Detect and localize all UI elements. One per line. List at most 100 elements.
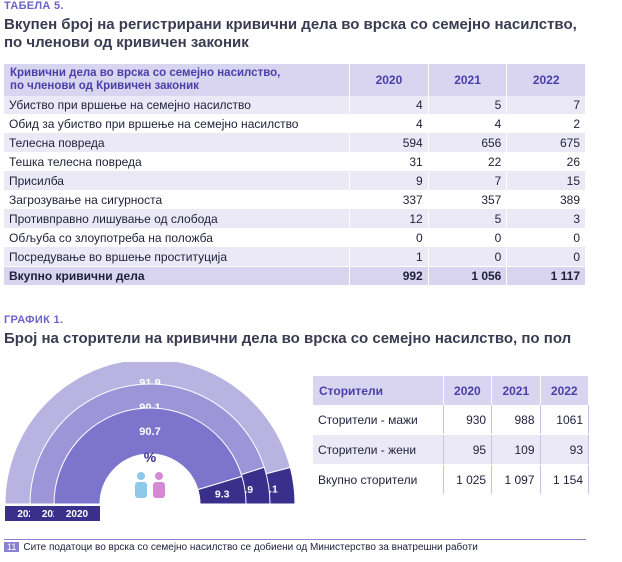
table-total-row: Вкупно кривични дела 992 1 056 1 117: [4, 266, 586, 286]
header-offence-label: Кривични дела во врска со семејно насилс…: [4, 64, 351, 96]
row-value: 0: [349, 228, 429, 248]
header-label-line1: Кривични дела во врска со семејно насилс…: [10, 67, 281, 79]
row-value: 656: [428, 133, 508, 153]
row-value: 1 025: [443, 464, 493, 495]
row-value: 675: [506, 133, 586, 153]
row-value: 4: [428, 114, 508, 134]
row-value: 5: [428, 209, 508, 229]
row-value: 337: [349, 190, 429, 210]
table-header-row: Кривични дела во врска со семејно насилс…: [4, 64, 586, 96]
row-value: 2: [506, 114, 586, 134]
row-value: 109: [491, 434, 541, 465]
row-value: 0: [506, 228, 586, 248]
row-label: Убиство при вршење на семејно насилство: [4, 96, 351, 115]
graph-title: Број на сторители на кривични дела во вр…: [4, 330, 572, 347]
row-label: Обљуба со злоупотреба на положба: [4, 228, 351, 248]
table-row: Обљуба со злоупотреба на положба 0 0 0: [4, 228, 586, 248]
row-value: 0: [506, 247, 586, 267]
pie-slice-male: [53, 407, 243, 505]
row-label: Загрозување на сигурноста: [4, 190, 351, 210]
total-label: Вкупно кривични дела: [4, 266, 351, 286]
row-value: 4: [349, 114, 429, 134]
row-value: 1 097: [491, 464, 541, 495]
row-value: 0: [428, 228, 508, 248]
row-value: 93: [540, 434, 590, 465]
table-row: Убиство при вршење на семејно насилство 4…: [4, 96, 586, 115]
header-year: 2020: [443, 376, 493, 405]
table-row: Посредување во вршење проституција 1 0 0: [4, 247, 586, 267]
row-value: 12: [349, 209, 429, 229]
row-label: Присилба: [4, 171, 351, 191]
percent-symbol: %: [144, 449, 157, 465]
row-value: 357: [428, 190, 508, 210]
row-value: 7: [428, 171, 508, 191]
row-value: 594: [349, 133, 429, 153]
table-row: Телесна повреда 594 656 675: [4, 133, 586, 153]
row-value: 389: [506, 190, 586, 210]
row-value: 5: [428, 96, 508, 115]
data-label: 90.7: [139, 426, 160, 438]
header-year: 2022: [540, 376, 590, 405]
violence-offences-table: Кривични дела во врска со семејно насилс…: [4, 64, 586, 286]
row-label: Сторители - жени: [313, 434, 444, 465]
perpetrators-table: Сторители 2020 2021 2022 Сторители - маж…: [313, 376, 590, 495]
tick-label: 2022: [17, 509, 40, 520]
header-year: 2020: [349, 64, 429, 96]
total-value: 1 117: [506, 266, 586, 286]
header-perpetrators: Сторители: [313, 376, 444, 405]
table-row: Тешка телесна повреда 31 22 26: [4, 152, 586, 172]
row-value: 31: [349, 152, 429, 172]
table-row: Сторители - мажи 930 988 1061: [313, 405, 590, 435]
row-label: Тешка телесна повреда: [4, 152, 351, 172]
tick-label: 2021: [42, 509, 65, 520]
data-label: 9.3: [215, 488, 230, 500]
row-value: 0: [428, 247, 508, 267]
row-value: 988: [491, 405, 541, 435]
table-row: Загрозување на сигурноста 337 357 389: [4, 190, 586, 210]
header-year: 2022: [506, 64, 586, 96]
year-tag: [54, 506, 100, 521]
footnote: 11 Сите податоци во врска со семејно наси…: [4, 539, 586, 553]
row-label: Противправно лишување од слобода: [4, 209, 351, 229]
row-value: 3: [506, 209, 586, 229]
row-value: 9: [349, 171, 429, 191]
row-value: 22: [428, 152, 508, 172]
table-title: Вкупен број на регистрирани кривични дел…: [4, 16, 577, 52]
table-row: Присилба 9 7 15: [4, 171, 586, 191]
table-row: Сторители - жени 95 109 93: [313, 434, 590, 465]
row-value: 1061: [540, 405, 590, 435]
row-value: 26: [506, 152, 586, 172]
row-value: 4: [349, 96, 429, 115]
table-label: ТАБЕЛА 5.: [4, 0, 64, 12]
row-label: Сторители - мажи: [313, 405, 444, 435]
header-year: 2021: [428, 64, 508, 96]
total-value: 1 056: [428, 266, 508, 286]
female-person-icon: [155, 472, 163, 480]
row-value: 7: [506, 96, 586, 115]
table-title-line1: Вкупен број на регистрирани кривични дел…: [4, 16, 577, 33]
row-label: Посредување во вршење проституција: [4, 247, 351, 267]
row-value: 1: [349, 247, 429, 267]
pie-slice-female: [197, 475, 247, 505]
table-row: Обид за убиство при вршење на семејно на…: [4, 114, 586, 134]
table-row: Вкупно сторители 1 025 1 097 1 154: [313, 464, 590, 495]
female-person-icon: [153, 482, 165, 498]
footnote-text: Сите податоци во врска со семејно насилс…: [23, 542, 478, 553]
graph-label: ГРАФИК 1.: [4, 314, 64, 326]
table-row: Противправно лишување од слобода 12 5 3: [4, 209, 586, 229]
header-label-line2: по членови од Кривичен законик: [10, 80, 199, 92]
header-year: 2021: [491, 376, 541, 405]
row-value: 95: [443, 434, 493, 465]
footnote-number: 11: [4, 542, 20, 552]
tick-label: 2020: [66, 509, 89, 520]
row-label: Обид за убиство при вршење на семејно на…: [4, 114, 351, 134]
table-header-row: Сторители 2020 2021 2022: [313, 376, 590, 405]
row-label: Вкупно сторители: [313, 464, 444, 495]
table-title-line2: по членови од кривичен законик: [4, 34, 249, 51]
male-person-icon: [137, 472, 145, 480]
row-value: 15: [506, 171, 586, 191]
male-person-icon: [135, 482, 147, 498]
total-value: 992: [349, 266, 429, 286]
